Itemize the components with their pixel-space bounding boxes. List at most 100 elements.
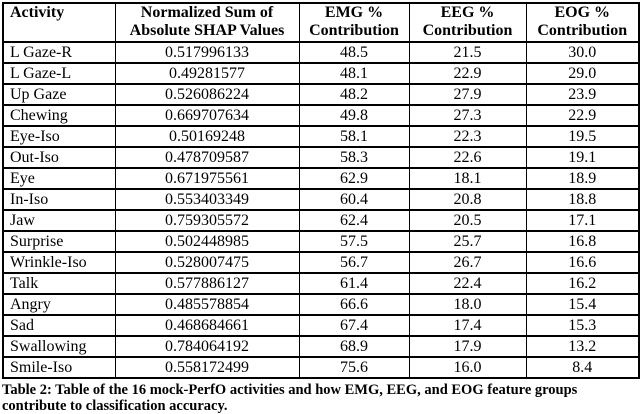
column-header-line: EOG % xyxy=(554,4,611,21)
column-header-line: EMG % xyxy=(324,4,384,21)
table-cell-emg: 75.6 xyxy=(298,356,410,379)
table-cell-emg: 61.4 xyxy=(298,272,410,295)
column-header-line: Contribution xyxy=(422,22,513,39)
table-cell-activity: L Gaze-R xyxy=(2,41,116,64)
table-cell-shap: 0.671975561 xyxy=(114,167,300,190)
table-cell-eog: 16.6 xyxy=(525,251,640,274)
table-cell-eog: 22.9 xyxy=(525,104,640,127)
table-cell-emg: 58.1 xyxy=(298,125,410,148)
table-cell-eog: 8.4 xyxy=(525,356,640,379)
table-header: Activity Normalized Sum of Absolute SHAP V… xyxy=(2,2,640,43)
table-cell-emg: 58.3 xyxy=(298,146,410,169)
table-row: Up Gaze 0.526086224 48.2 27.9 23.9 xyxy=(2,83,640,106)
table-row: L Gaze-L 0.49281577 48.1 22.9 29.0 xyxy=(2,62,640,85)
table-cell-emg: 57.5 xyxy=(298,230,410,253)
table-cell-emg: 48.5 xyxy=(298,41,410,64)
table-cell-eeg: 22.4 xyxy=(408,272,527,295)
table-cell-eeg: 22.6 xyxy=(408,146,527,169)
table-cell-eog: 19.1 xyxy=(525,146,640,169)
column-header-shap: Normalized Sum of Absolute SHAP Values xyxy=(114,2,300,43)
table-header-row: Activity Normalized Sum of Absolute SHAP V… xyxy=(2,2,640,43)
column-header-line: Activity xyxy=(10,4,65,21)
table-cell-emg: 56.7 xyxy=(298,251,410,274)
table-cell-eeg: 25.7 xyxy=(408,230,527,253)
table-cell-activity: Eye xyxy=(2,167,116,190)
table-row: L Gaze-R 0.517996133 48.5 21.5 30.0 xyxy=(2,41,640,64)
table-cell-eeg: 22.3 xyxy=(408,125,527,148)
table-cell-activity: Swallowing xyxy=(2,335,116,358)
table-row: Chewing 0.669707634 49.8 27.3 22.9 xyxy=(2,104,640,127)
table-cell-eeg: 26.7 xyxy=(408,251,527,274)
table-cell-activity: Smile-Iso xyxy=(2,356,116,379)
table-cell-eog: 16.8 xyxy=(525,230,640,253)
table-cell-eog: 15.3 xyxy=(525,314,640,337)
table-cell-eeg: 17.9 xyxy=(408,335,527,358)
table-cell-eog: 15.4 xyxy=(525,293,640,316)
table-cell-shap: 0.49281577 xyxy=(114,62,300,85)
table-cell-activity: Up Gaze xyxy=(2,83,116,106)
table-cell-activity: Chewing xyxy=(2,104,116,127)
table-cell-eeg: 16.0 xyxy=(408,356,527,379)
table-caption: Table 2: Table of the 16 mock-PerfO acti… xyxy=(2,382,578,414)
table-cell-eeg: 20.5 xyxy=(408,209,527,232)
table-cell-shap: 0.558172499 xyxy=(114,356,300,379)
table-cell-shap: 0.468684661 xyxy=(114,314,300,337)
table-cell-emg: 48.2 xyxy=(298,83,410,106)
table-cell-eeg: 18.1 xyxy=(408,167,527,190)
table-cell-emg: 49.8 xyxy=(298,104,410,127)
table-row: Eye-Iso 0.50169248 58.1 22.3 19.5 xyxy=(2,125,640,148)
table-row: Out-Iso 0.478709587 58.3 22.6 19.1 xyxy=(2,146,640,169)
table-cell-eog: 18.8 xyxy=(525,188,640,211)
table-cell-activity: Surprise xyxy=(2,230,116,253)
table-cell-activity: Talk xyxy=(2,272,116,295)
column-header-eeg: EEG % Contribution xyxy=(408,2,527,43)
column-header-line: Contribution xyxy=(537,22,628,39)
table-row: Talk 0.577886127 61.4 22.4 16.2 xyxy=(2,272,640,295)
table-cell-activity: Out-Iso xyxy=(2,146,116,169)
table-cell-emg: 66.6 xyxy=(298,293,410,316)
table-row: Sad 0.468684661 67.4 17.4 15.3 xyxy=(2,314,640,337)
column-header-activity: Activity xyxy=(2,2,116,43)
column-header-line: Absolute SHAP Values xyxy=(129,22,285,39)
table-cell-shap: 0.478709587 xyxy=(114,146,300,169)
table-cell-eeg: 17.4 xyxy=(408,314,527,337)
table-cell-activity: Wrinkle-Iso xyxy=(2,251,116,274)
table-cell-shap: 0.526086224 xyxy=(114,83,300,106)
table-cell-activity: Eye-Iso xyxy=(2,125,116,148)
column-header-line: Normalized Sum of xyxy=(140,4,274,21)
table-cell-shap: 0.784064192 xyxy=(114,335,300,358)
table-cell-activity: L Gaze-L xyxy=(2,62,116,85)
table-cell-eog: 16.2 xyxy=(525,272,640,295)
table-cell-activity: Angry xyxy=(2,293,116,316)
table-row: Eye 0.671975561 62.9 18.1 18.9 xyxy=(2,167,640,190)
table-cell-eeg: 27.3 xyxy=(408,104,527,127)
table-cell-eog: 17.1 xyxy=(525,209,640,232)
column-header-eog: EOG % Contribution xyxy=(525,2,640,43)
table-cell-eeg: 20.8 xyxy=(408,188,527,211)
column-header-line: Contribution xyxy=(309,22,399,39)
table-cell-activity: Sad xyxy=(2,314,116,337)
table-cell-eog: 19.5 xyxy=(525,125,640,148)
table-row: Jaw 0.759305572 62.4 20.5 17.1 xyxy=(2,209,640,232)
table-cell-activity: Jaw xyxy=(2,209,116,232)
table-row: Wrinkle-Iso 0.528007475 56.7 26.7 16.6 xyxy=(2,251,640,274)
table-cell-emg: 48.1 xyxy=(298,62,410,85)
table-cell-shap: 0.50169248 xyxy=(114,125,300,148)
table-cell-eog: 30.0 xyxy=(525,41,640,64)
table-cell-eog: 29.0 xyxy=(525,62,640,85)
table-cell-emg: 62.9 xyxy=(298,167,410,190)
table-cell-shap: 0.502448985 xyxy=(114,230,300,253)
table-cell-shap: 0.528007475 xyxy=(114,251,300,274)
column-header-emg: EMG % Contribution xyxy=(298,2,410,43)
table-cell-shap: 0.669707634 xyxy=(114,104,300,127)
table-row: Swallowing 0.784064192 68.9 17.9 13.2 xyxy=(2,335,640,358)
table-cell-emg: 62.4 xyxy=(298,209,410,232)
table-body: L Gaze-R 0.517996133 48.5 21.5 30.0 L Gaze-L 0… xyxy=(2,41,640,379)
table-cell-shap: 0.577886127 xyxy=(114,272,300,295)
table-cell-shap: 0.553403349 xyxy=(114,188,300,211)
table-cell-eeg: 22.9 xyxy=(408,62,527,85)
table-row: Angry 0.485578854 66.6 18.0 15.4 xyxy=(2,293,640,316)
table-cell-eeg: 27.9 xyxy=(408,83,527,106)
table-cell-emg: 60.4 xyxy=(298,188,410,211)
